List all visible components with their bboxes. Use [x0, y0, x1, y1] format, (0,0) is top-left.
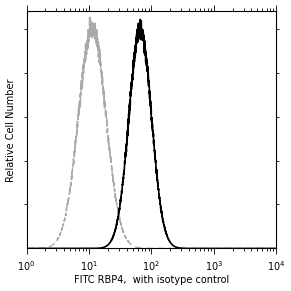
- Y-axis label: Relative Cell Number: Relative Cell Number: [6, 78, 15, 182]
- X-axis label: FITC RBP4,  with isotype control: FITC RBP4, with isotype control: [74, 276, 229, 285]
